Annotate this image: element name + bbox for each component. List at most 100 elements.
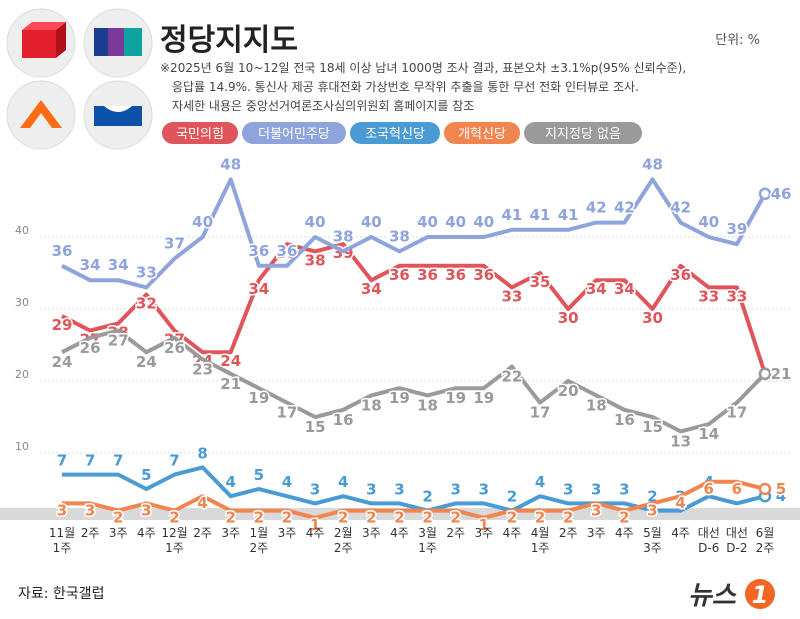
data-label: 2 bbox=[254, 509, 264, 527]
data-label: 30 bbox=[558, 309, 579, 327]
data-label: 2 bbox=[563, 509, 573, 527]
data-label: 34 bbox=[361, 280, 382, 298]
legend-label: 더불어민주당 bbox=[258, 127, 330, 142]
data-label: 2 bbox=[282, 509, 292, 527]
data-label: 1 bbox=[310, 516, 320, 534]
data-label: 2 bbox=[113, 509, 123, 527]
data-label: 19 bbox=[445, 389, 466, 407]
data-label: 2 bbox=[535, 509, 545, 527]
x-tick-label: 4주 bbox=[305, 526, 325, 540]
data-label: 2 bbox=[226, 509, 236, 527]
data-label: 26 bbox=[164, 339, 185, 357]
data-label: 35 bbox=[530, 273, 551, 291]
data-label: 26 bbox=[80, 339, 101, 357]
legend-swatch bbox=[350, 122, 440, 144]
x-tick-label: 4주 bbox=[615, 526, 634, 540]
data-label: 36 bbox=[277, 242, 298, 260]
data-label: 2 bbox=[422, 509, 432, 527]
data-label: 4 bbox=[776, 487, 786, 505]
data-label: 4 bbox=[675, 494, 685, 512]
x-tick-label: 5월 3주 bbox=[643, 526, 662, 555]
data-label: 6 bbox=[704, 480, 714, 498]
data-label: 48 bbox=[220, 155, 241, 173]
data-label: 13 bbox=[670, 432, 691, 450]
data-label: 23 bbox=[192, 360, 213, 378]
data-label: 5 bbox=[141, 466, 151, 484]
data-label: 1 bbox=[479, 516, 489, 534]
data-label: 40 bbox=[473, 213, 494, 231]
data-label: 3 bbox=[591, 501, 601, 519]
x-tick-label: 2주 bbox=[446, 526, 466, 540]
data-label: 34 bbox=[108, 256, 129, 274]
legend-label: 조국혁신당 bbox=[365, 127, 425, 142]
data-label: 2 bbox=[422, 488, 432, 506]
data-label: 3 bbox=[563, 480, 573, 498]
series-line bbox=[62, 465, 766, 513]
data-label: 33 bbox=[136, 263, 157, 281]
legend-label: 개혁신당 bbox=[458, 127, 506, 142]
data-label: 34 bbox=[614, 280, 635, 298]
data-label: 40 bbox=[698, 213, 719, 231]
data-label: 30 bbox=[642, 309, 663, 327]
data-label: 7 bbox=[57, 452, 67, 470]
data-label: 4 bbox=[226, 473, 236, 491]
x-tick-label: 4주 bbox=[390, 526, 409, 540]
legend-swatch bbox=[242, 122, 346, 144]
data-label: 24 bbox=[136, 353, 157, 371]
data-label: 19 bbox=[389, 389, 410, 407]
data-label: 38 bbox=[389, 227, 410, 245]
x-tick-label: 2월 2주 bbox=[333, 526, 353, 555]
data-label: 20 bbox=[558, 382, 579, 400]
data-label: 15 bbox=[305, 418, 326, 436]
data-label: 2 bbox=[338, 509, 348, 527]
data-label: 8 bbox=[197, 444, 207, 462]
x-tick-label: 3주 bbox=[108, 526, 128, 540]
data-label: 36 bbox=[670, 266, 691, 284]
data-label: 34 bbox=[586, 280, 607, 298]
data-label: 46 bbox=[771, 185, 792, 203]
x-tick-label: 3주 bbox=[221, 526, 241, 540]
data-label: 2 bbox=[507, 509, 517, 527]
x-tick-label: 6월 2주 bbox=[755, 526, 775, 555]
data-label: 21 bbox=[771, 365, 792, 383]
data-label: 22 bbox=[501, 368, 522, 386]
data-label: 27 bbox=[108, 332, 129, 350]
data-label: 5 bbox=[254, 466, 264, 484]
data-label: 7 bbox=[85, 452, 95, 470]
data-label: 17 bbox=[530, 404, 551, 422]
data-label: 36 bbox=[417, 266, 438, 284]
data-label: 18 bbox=[361, 396, 382, 414]
x-tick-label: 12월 1주 bbox=[161, 526, 188, 555]
x-tick-label: 11월 1주 bbox=[48, 526, 76, 555]
data-label: 37 bbox=[164, 235, 185, 253]
chart-title: 정당지지도 bbox=[160, 23, 298, 58]
data-label: 2 bbox=[366, 509, 376, 527]
y-tick-label: 30 bbox=[15, 296, 29, 309]
data-label: 2 bbox=[450, 509, 460, 527]
data-label: 38 bbox=[333, 227, 354, 245]
data-label: 2 bbox=[394, 509, 404, 527]
data-label: 21 bbox=[220, 375, 241, 393]
data-label: 3 bbox=[310, 480, 320, 498]
unit-label: 단위: % bbox=[715, 33, 760, 48]
data-label: 36 bbox=[473, 266, 494, 284]
data-label: 3 bbox=[591, 480, 601, 498]
data-label: 4 bbox=[197, 494, 207, 512]
data-label: 16 bbox=[333, 411, 354, 429]
data-label: 40 bbox=[445, 213, 466, 231]
data-label: 32 bbox=[136, 295, 157, 313]
note: ※2025년 6월 10~12일 전국 18세 이상 남녀 1000명 조사 결… bbox=[160, 61, 686, 75]
note: 자세한 내용은 중앙선거여론조사심의위원회 홈페이지를 참조 bbox=[172, 99, 474, 113]
party-logos bbox=[6, 8, 153, 150]
data-label: 5 bbox=[776, 480, 786, 498]
y-tick-label: 20 bbox=[15, 368, 29, 381]
data-label: 33 bbox=[698, 287, 719, 305]
data-label: 21 bbox=[771, 365, 792, 383]
data-label: 41 bbox=[501, 206, 522, 224]
data-label: 40 bbox=[361, 213, 382, 231]
x-tick-label: 3주 bbox=[361, 526, 381, 540]
data-label: 48 bbox=[642, 155, 663, 173]
data-label: 39 bbox=[726, 220, 747, 238]
data-label: 2 bbox=[619, 509, 629, 527]
